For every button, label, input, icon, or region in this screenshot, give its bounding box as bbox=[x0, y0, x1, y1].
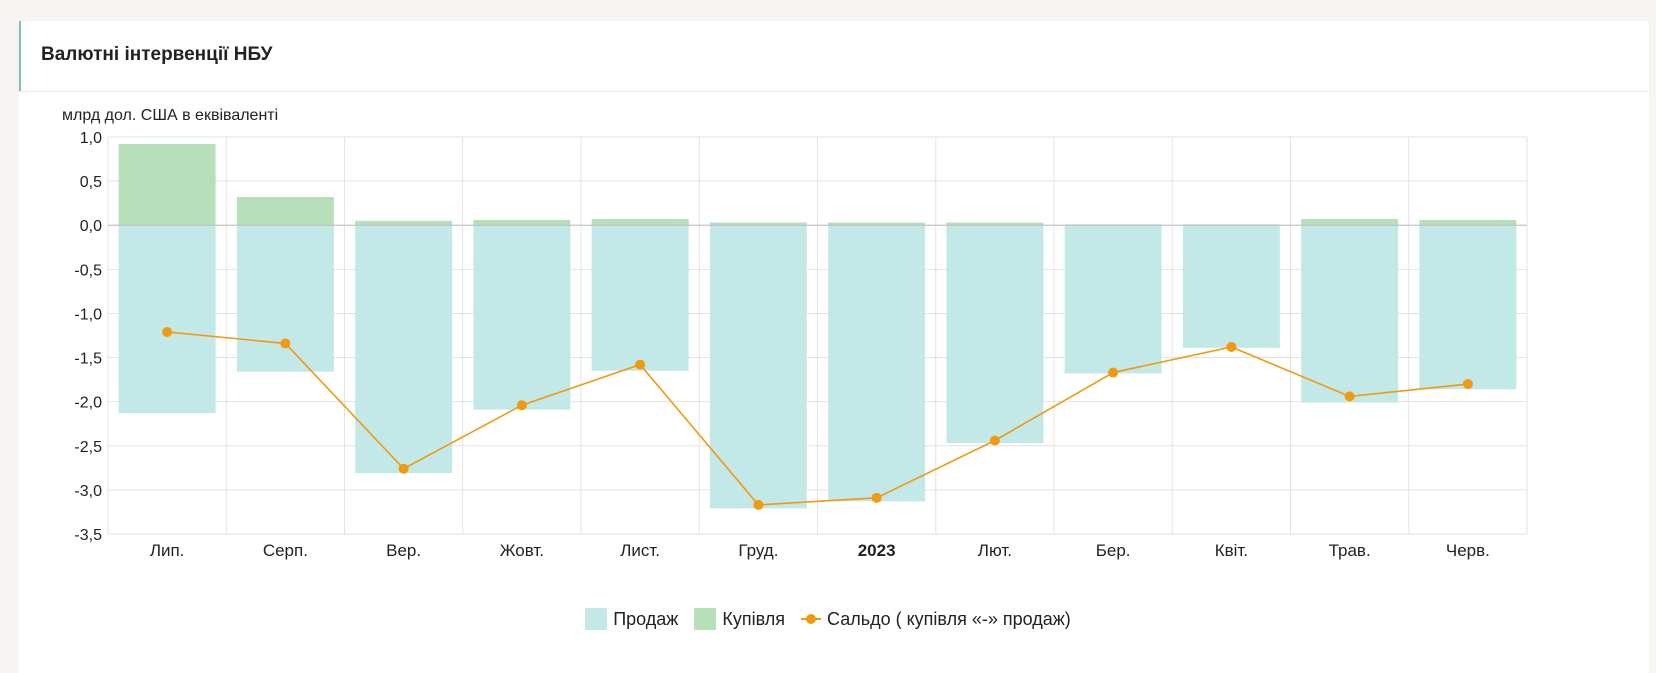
y-tick-label: -2,0 bbox=[74, 395, 102, 412]
y-tick-label: -3,5 bbox=[74, 527, 102, 544]
bar-sales[interactable] bbox=[1064, 225, 1162, 374]
bar-purchases[interactable] bbox=[355, 220, 453, 226]
balance-point[interactable] bbox=[162, 326, 173, 337]
x-tick-label: Лют. bbox=[978, 541, 1012, 560]
balance-point[interactable] bbox=[989, 435, 1000, 446]
x-tick-label: Черв. bbox=[1446, 541, 1490, 560]
balance-point[interactable] bbox=[516, 400, 527, 411]
x-tick-label: Квіт. bbox=[1215, 541, 1248, 560]
balance-point[interactable] bbox=[1462, 379, 1473, 390]
bar-sales[interactable] bbox=[473, 225, 571, 410]
chart-card-header: Валютні інтервенції НБУ bbox=[19, 21, 1649, 91]
bar-sales[interactable] bbox=[828, 225, 926, 502]
y-tick-label: 0,0 bbox=[80, 218, 102, 235]
bar-purchases[interactable] bbox=[118, 144, 216, 226]
bar-sales[interactable] bbox=[1182, 225, 1280, 348]
bar-sales[interactable] bbox=[946, 225, 1044, 444]
bar-purchases[interactable] bbox=[473, 219, 571, 226]
y-tick-label: -1,5 bbox=[74, 351, 102, 368]
balance-point[interactable] bbox=[1108, 367, 1119, 378]
bar-sales[interactable] bbox=[236, 225, 334, 372]
x-tick-label: Трав. bbox=[1329, 541, 1371, 560]
balance-point[interactable] bbox=[1226, 341, 1237, 352]
legend-swatch-balance bbox=[801, 608, 821, 630]
bar-sales[interactable] bbox=[355, 225, 453, 474]
bar-purchases[interactable] bbox=[591, 219, 689, 226]
x-tick-label: Лист. bbox=[620, 541, 660, 560]
bar-sales[interactable] bbox=[591, 225, 689, 371]
x-axis-ticks: Лип. Серп. Вер. Жовт. Лист. Груд. 2023 Лют. Бер.… bbox=[150, 541, 1490, 560]
balance-point[interactable] bbox=[753, 499, 764, 510]
y-tick-label: 1,0 bbox=[80, 130, 102, 147]
x-tick-label: Бер. bbox=[1096, 541, 1131, 560]
x-tick-label: Жовт. bbox=[500, 541, 544, 560]
balance-polyline bbox=[167, 331, 1468, 506]
bar-sales[interactable] bbox=[709, 225, 807, 509]
balance-point[interactable] bbox=[871, 492, 882, 503]
y-axis-ticks: 1,0 0,5 0,0 -0,5 -1,0 -1,5 -2,0 -2,5 -3,0 -3,5 bbox=[74, 130, 102, 544]
y-axis-label: млрд дол. США в еквіваленті bbox=[62, 107, 278, 124]
x-tick-label: Серп. bbox=[263, 541, 308, 560]
x-tick-label: Лип. bbox=[150, 541, 185, 560]
bar-sales[interactable] bbox=[118, 225, 216, 414]
bar-purchases[interactable] bbox=[1419, 219, 1517, 226]
bar-purchases[interactable] bbox=[236, 196, 334, 226]
legend-swatch-sales bbox=[585, 608, 608, 630]
legend-label-sales: Продаж bbox=[613, 608, 679, 629]
bar-sales[interactable] bbox=[1419, 225, 1517, 390]
legend-label-purchases: Купівля bbox=[722, 608, 785, 629]
balance-point[interactable] bbox=[398, 463, 409, 474]
legend-item-sales[interactable]: Продаж bbox=[585, 608, 678, 630]
y-tick-label: -1,0 bbox=[74, 306, 102, 323]
y-tick-label: 0,5 bbox=[80, 174, 102, 191]
chart-legend: Продаж Купівля Сальдо ( купівля «-» прод… bbox=[0, 608, 1656, 630]
y-tick-label: -0,5 bbox=[74, 262, 102, 279]
bar-purchases[interactable] bbox=[828, 222, 926, 226]
legend-swatch-purchases bbox=[694, 608, 717, 630]
chart-card-title: Валютні інтервенції НБУ bbox=[41, 44, 273, 65]
balance-point[interactable] bbox=[1344, 391, 1355, 402]
legend-item-balance[interactable]: Сальдо ( купівля «-» продаж) bbox=[801, 608, 1071, 630]
legend-item-purchases[interactable]: Купівля bbox=[694, 608, 785, 630]
x-tick-label: 2023 bbox=[858, 541, 896, 560]
bar-purchases[interactable] bbox=[1301, 219, 1399, 226]
balance-point[interactable] bbox=[635, 359, 646, 370]
y-tick-label: -2,5 bbox=[74, 439, 102, 456]
bar-purchases[interactable] bbox=[946, 222, 1044, 226]
balance-line bbox=[162, 326, 1473, 510]
bar-sales[interactable] bbox=[1301, 225, 1399, 403]
bar-purchases[interactable] bbox=[709, 222, 807, 226]
legend-label-balance: Сальдо ( купівля «-» продаж) bbox=[827, 608, 1071, 629]
x-tick-label: Груд. bbox=[738, 541, 778, 560]
balance-point[interactable] bbox=[280, 338, 291, 349]
x-tick-label: Вер. bbox=[386, 541, 421, 560]
y-tick-label: -3,0 bbox=[74, 483, 102, 500]
